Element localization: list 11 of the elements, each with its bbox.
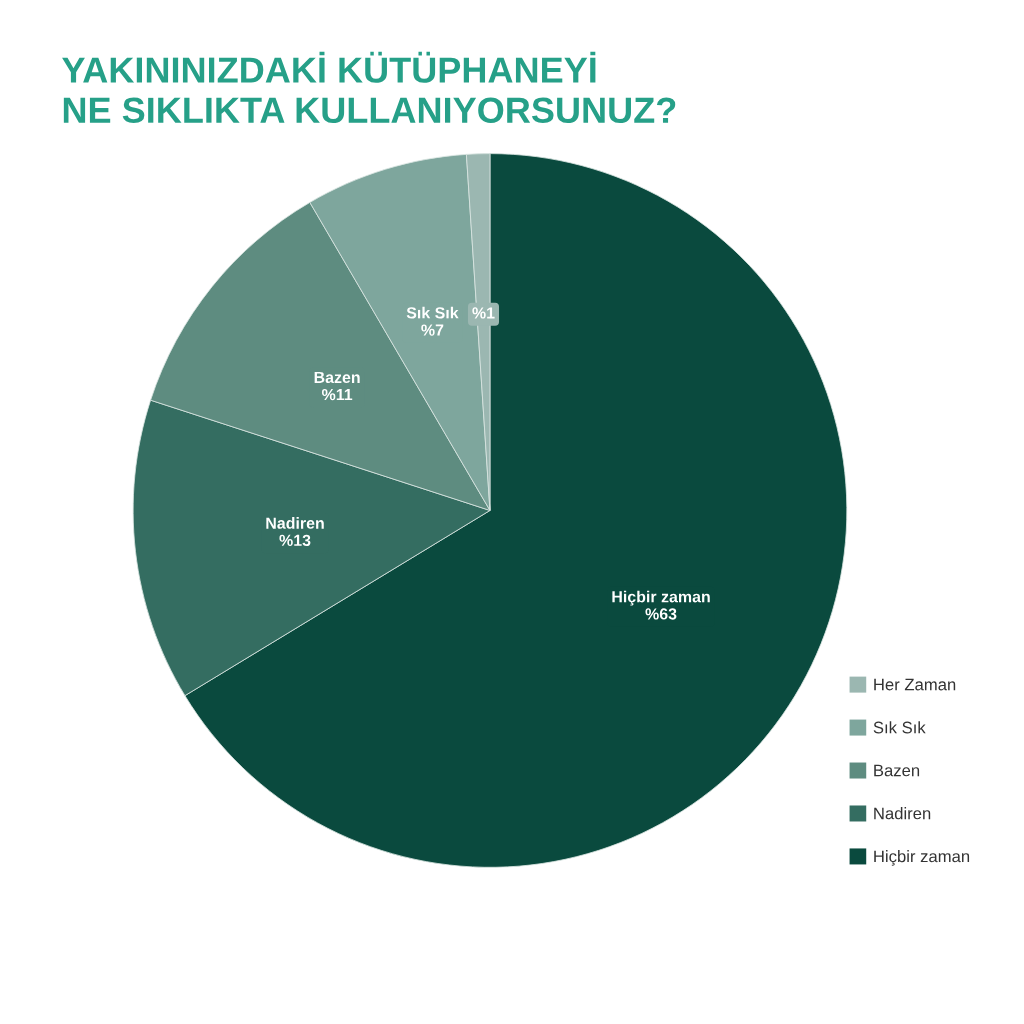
legend-label: Nadiren: [874, 807, 931, 820]
data-label: Sık Sık %7: [406, 306, 459, 336]
data-label: Bazen %11: [314, 371, 360, 401]
legend-label: Bazen: [874, 764, 920, 777]
legend-label: Sık Sık: [873, 721, 926, 734]
data-label: %1: [472, 307, 495, 319]
legend-label: Her Zaman: [874, 678, 956, 691]
data-label: Hiçbir zaman %63: [612, 590, 710, 620]
chart-title: YAKININIZDAKİ KÜTÜPHANEYİ NE SIKLIKTA KULLANIYORSUNUZ?: [62, 51, 676, 124]
data-label: Nadiren %13: [266, 517, 324, 547]
legend-label: Hiçbir zaman: [874, 850, 970, 866]
